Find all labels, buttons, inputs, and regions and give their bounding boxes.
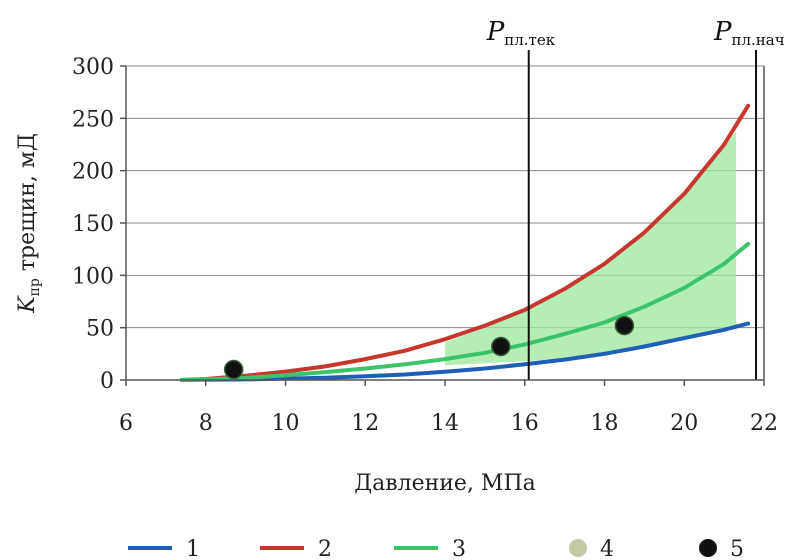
tick-labels: 0 50 100 150 200 250 300 6 8 10 12 14 16 18 20 22 — [72, 55, 778, 436]
y-tick-label: 50 — [86, 317, 114, 342]
legend-label-2: 2 — [318, 537, 332, 560]
data-point — [491, 336, 511, 357]
axes — [120, 65, 765, 386]
y-tick-label: 150 — [72, 212, 114, 237]
y-tick-label: 300 — [72, 55, 114, 80]
x-tick-label: 6 — [119, 411, 133, 436]
vline-label-1: Pпл.тек — [486, 17, 556, 49]
legend-swatch-5 — [699, 539, 717, 557]
points-layer — [223, 315, 635, 380]
series-lines — [179, 103, 751, 382]
legend: 1 2 3 4 5 — [128, 537, 744, 560]
y-tick-label: 0 — [100, 369, 114, 394]
x-tick-label: 8 — [199, 411, 213, 436]
y-tick-label: 200 — [72, 160, 114, 185]
x-axis-label: Давление, МПа — [354, 471, 536, 496]
x-tick-label: 12 — [351, 411, 379, 436]
series-line-2 — [179, 103, 751, 382]
vline-label-2: Pпл.нач — [713, 17, 785, 49]
band-layer — [445, 130, 737, 366]
legend-label-4: 4 — [600, 537, 614, 560]
x-tick-label: 16 — [511, 411, 539, 436]
data-point — [614, 315, 635, 336]
x-tick-label: 20 — [670, 411, 698, 436]
x-tick-label: 22 — [750, 411, 778, 436]
legend-label-3: 3 — [452, 537, 466, 560]
x-tick-label: 10 — [272, 411, 300, 436]
y-tick-label: 100 — [72, 264, 114, 289]
y-tick-label: 250 — [72, 107, 114, 132]
series-line-3 — [179, 241, 751, 382]
series-line-1 — [179, 321, 751, 382]
x-tick-label: 18 — [591, 411, 619, 436]
legend-label-5: 5 — [730, 537, 744, 560]
data-point — [223, 359, 244, 380]
legend-swatch-4 — [569, 539, 587, 557]
axis-labels: Давление, МПа Kпр трещин, мД — [15, 133, 536, 496]
y-axis-label: Kпр трещин, мД — [15, 133, 43, 314]
band-area — [445, 130, 737, 366]
legend-label-1: 1 — [186, 537, 200, 560]
x-tick-label: 14 — [431, 411, 459, 436]
